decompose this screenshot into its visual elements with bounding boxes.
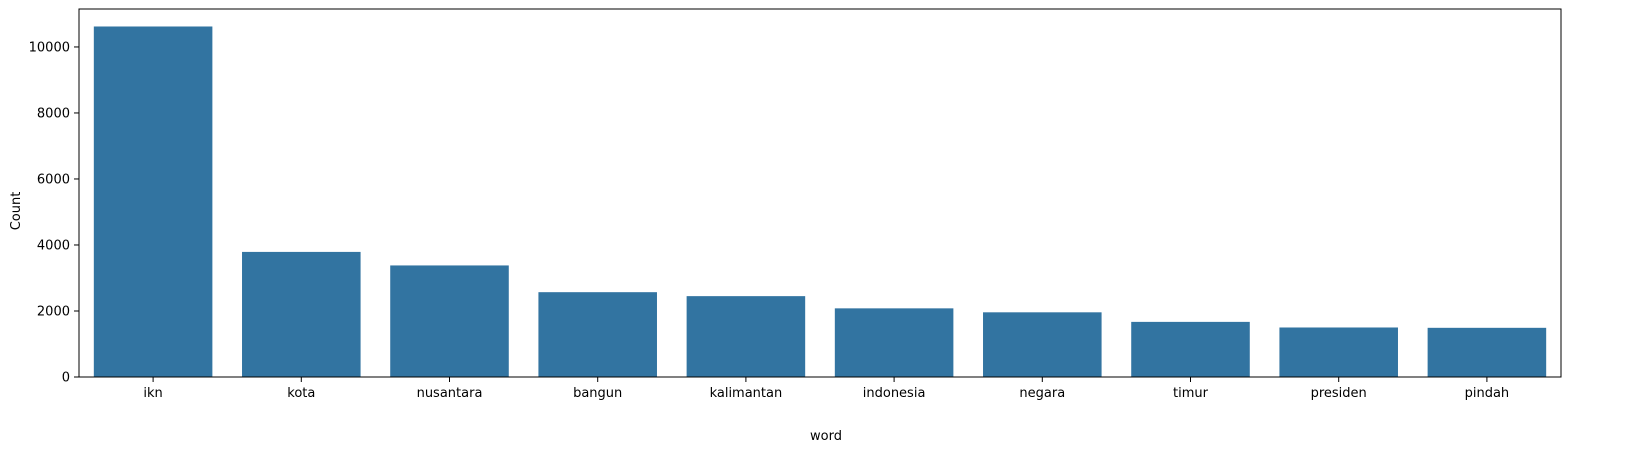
x-tick-label: kota [287, 386, 315, 401]
y-tick-label: 8000 [37, 106, 70, 121]
bar-pindah [1427, 327, 1547, 377]
bar-kalimantan [686, 296, 806, 377]
x-tick-label: negara [1019, 386, 1065, 401]
bar-nusantara [390, 265, 509, 377]
x-tick-label: nusantara [417, 386, 483, 401]
x-tick-label: bangun [573, 386, 622, 401]
axes-layer: ikn kota nusantara bangun kalimantan indonesi… [29, 8, 1562, 401]
x-tick-label: timur [1173, 386, 1209, 401]
bar-negara [983, 312, 1102, 377]
bar-timur [1131, 321, 1250, 377]
x-axis-label: word [810, 429, 842, 444]
x-tick-label: pindah [1465, 386, 1510, 401]
bar-indonesia [834, 308, 954, 377]
y-tick-label: 0 [62, 371, 70, 386]
y-tick-label: 2000 [37, 304, 70, 319]
plot-frame [78, 8, 1562, 378]
bar-presiden [1279, 327, 1398, 377]
bars-layer [93, 26, 1547, 378]
y-tick-label: 6000 [37, 172, 70, 187]
x-tick-label: ikn [143, 386, 162, 401]
x-tick-label: indonesia [863, 386, 926, 401]
y-tick-label: 4000 [37, 238, 70, 253]
x-tick-label: presiden [1311, 386, 1367, 401]
y-tick-label: 10000 [29, 40, 70, 55]
y-axis-label: Count [9, 192, 24, 231]
bar-ikn [93, 26, 213, 378]
bar-bangun [538, 292, 657, 377]
bar-kota [242, 251, 361, 377]
x-tick-label: kalimantan [710, 386, 783, 401]
